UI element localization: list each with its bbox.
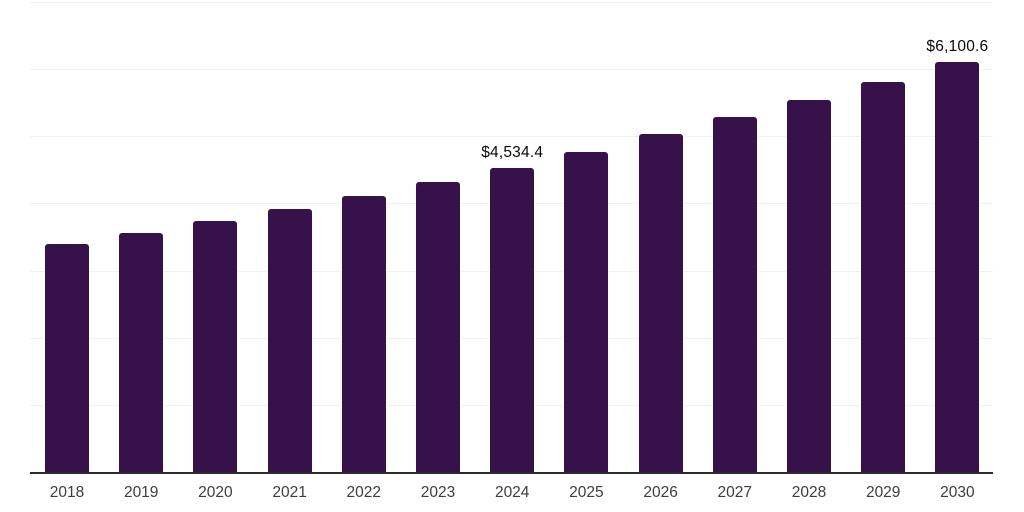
bar-2029 — [861, 81, 906, 472]
x-tick-label-2023: 2023 — [420, 484, 456, 501]
gridline — [30, 69, 993, 71]
bar-2028 — [787, 99, 831, 472]
bar-2030 — [935, 62, 980, 472]
x-tick-label-2027: 2027 — [717, 484, 753, 501]
x-tick-label-2021: 2021 — [272, 484, 307, 501]
x-axis-line — [30, 472, 993, 474]
value-label-2030: $6,100.6 — [926, 38, 989, 56]
gridline — [30, 2, 993, 3]
bar-2019 — [119, 232, 164, 472]
bar-2021 — [267, 208, 312, 472]
x-tick-label-2019: 2019 — [123, 484, 159, 501]
x-tick-label-2030: 2030 — [940, 484, 975, 501]
gridline — [30, 136, 993, 138]
x-tick-label-2024: 2024 — [494, 484, 530, 501]
bar-2023 — [416, 181, 460, 472]
value-label-2024: $4,534.4 — [481, 143, 544, 161]
plot-area: $4,534.4 $6,100.6 — [30, 2, 993, 474]
bar-2024 — [490, 167, 535, 472]
bar-2026 — [638, 134, 683, 472]
x-tick-label-2020: 2020 — [198, 484, 233, 501]
bar-2027 — [712, 116, 757, 472]
x-tick-label-2028: 2028 — [791, 484, 827, 501]
x-tick-label-2018: 2018 — [49, 484, 85, 501]
x-tick-label-2026: 2026 — [643, 484, 678, 501]
bar-2020 — [193, 220, 238, 472]
x-tick-label-2025: 2025 — [569, 484, 604, 501]
bar-2018 — [45, 243, 89, 472]
x-tick-label-2029: 2029 — [865, 484, 901, 501]
bar-2025 — [564, 151, 609, 472]
x-tick-label-2022: 2022 — [346, 484, 382, 501]
bar-2022 — [341, 196, 386, 472]
